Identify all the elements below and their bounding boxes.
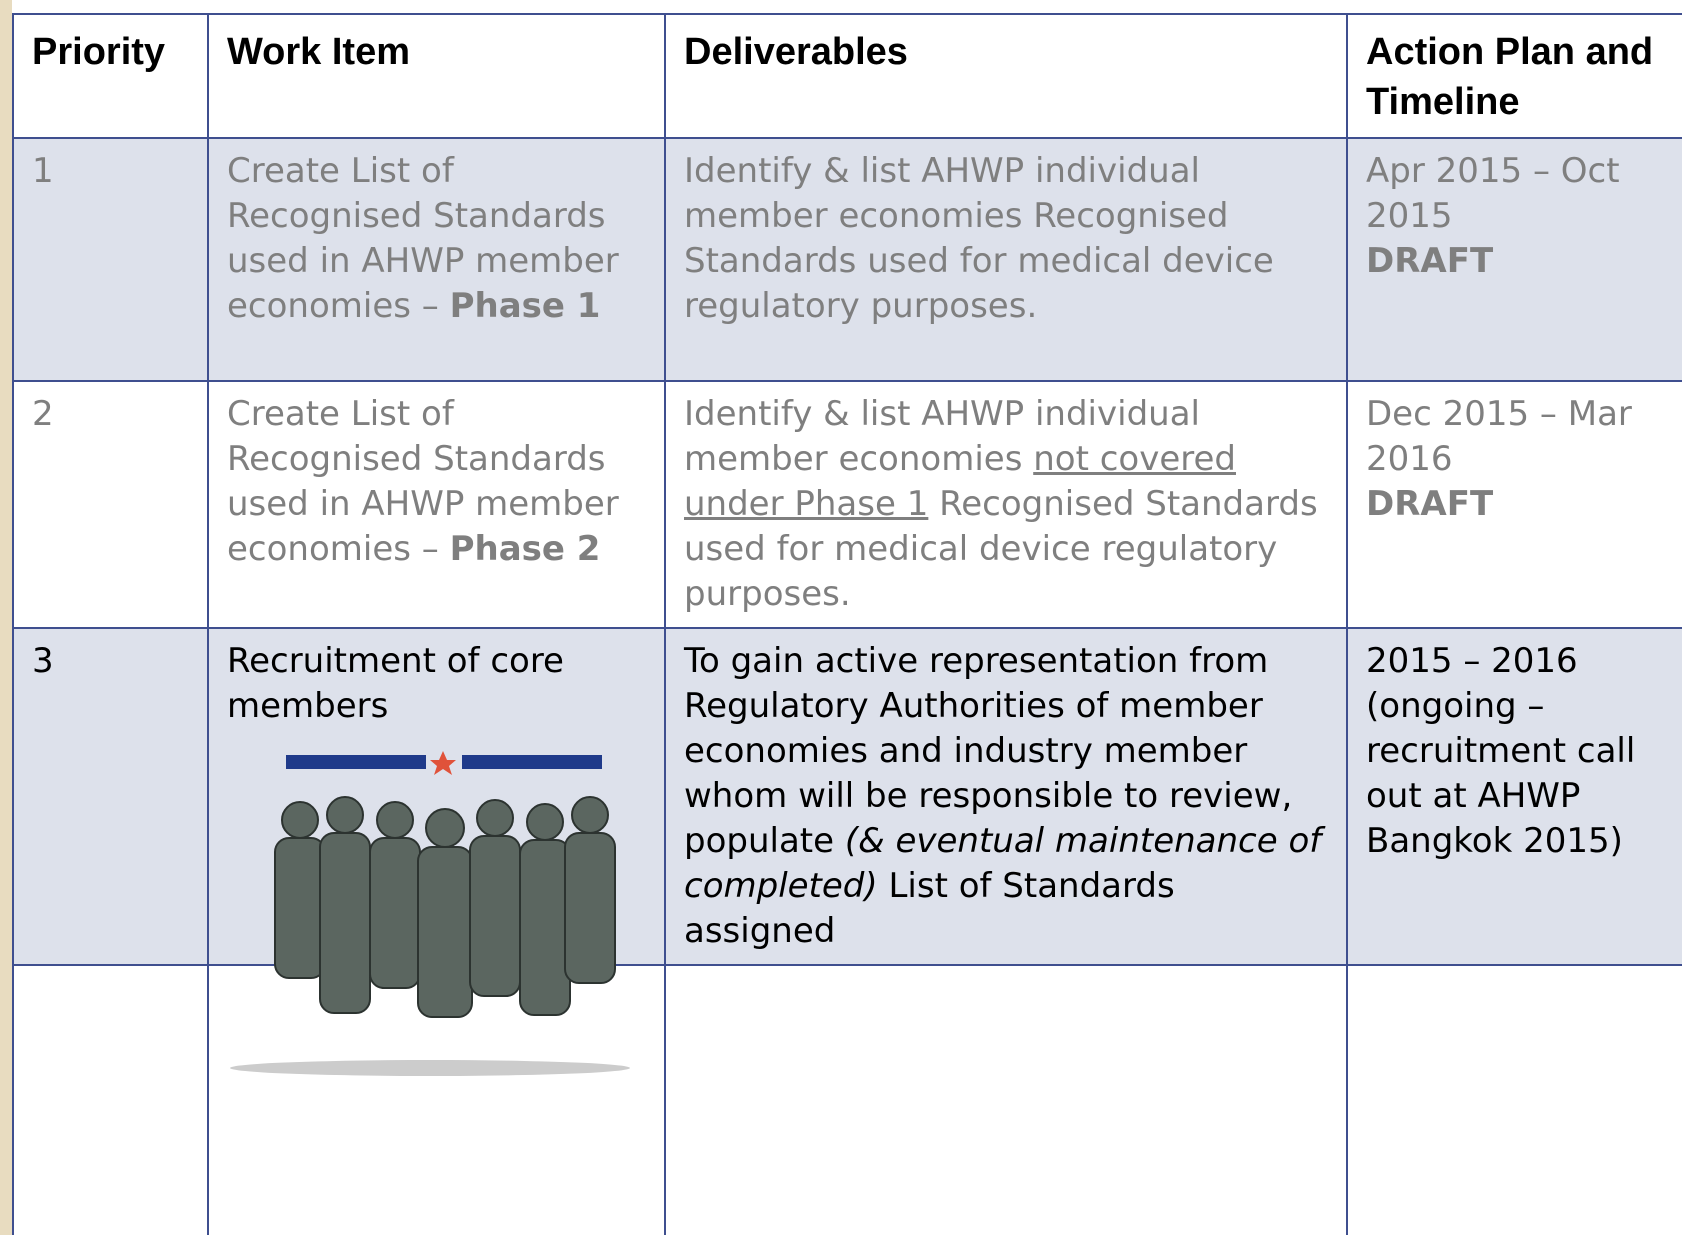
priority: 3	[12, 627, 209, 966]
work-item: Create List of Recognised Standards used…	[207, 137, 666, 382]
empty-cell	[12, 964, 209, 1235]
status: DRAFT	[1366, 241, 1494, 281]
priority: 1	[12, 137, 209, 382]
work-item-text: Create List of Recognised Standards used…	[227, 394, 619, 569]
dates: Dec 2015 – Mar 2016	[1366, 394, 1632, 479]
astronauts-photo	[230, 751, 630, 1076]
empty-row	[12, 964, 1682, 1235]
deliverables: Identify & list AHWP individual member e…	[664, 137, 1348, 382]
deliverables: Identify & list AHWP individual member e…	[664, 380, 1348, 629]
dates: 2015 – 2016 (ongoing – recruitment call …	[1366, 641, 1636, 861]
deliverables-text: Identify & list AHWP individual member e…	[684, 151, 1274, 326]
header-cell: Action Plan and Timeline	[1346, 13, 1682, 139]
phase: Phase 1	[449, 286, 601, 326]
underlined-text: not covered under Phase 1	[684, 439, 1236, 524]
dates: Apr 2015 – Oct 2015	[1366, 151, 1620, 236]
deliverables-text: Recognised Standards used for medical de…	[684, 484, 1318, 614]
italic-text: (& eventual maintenance of completed)	[684, 821, 1322, 906]
header-cell: Deliverables	[664, 13, 1348, 139]
timeline: Apr 2015 – Oct 2015 DRAFT	[1346, 137, 1682, 382]
header-cell: Work Item	[207, 13, 666, 139]
deliverables-text: List of Standards assigned	[684, 866, 1175, 951]
work-item-text: Create List of Recognised Standards used…	[227, 151, 619, 326]
table: Priority Work Item Deliverables Action P…	[12, 13, 1682, 1235]
phase: Phase 2	[449, 529, 601, 569]
timeline: 2015 – 2016 (ongoing – recruitment call …	[1346, 627, 1682, 966]
deliverables-text: Identify & list AHWP individual member e…	[684, 394, 1200, 479]
background-strip	[0, 0, 12, 1235]
work-item-text: Recruitment of core members	[227, 641, 564, 726]
empty-cell	[664, 964, 1348, 1235]
timeline: Dec 2015 – Mar 2016 DRAFT	[1346, 380, 1682, 629]
header-row: Priority Work Item Deliverables Action P…	[12, 13, 1682, 139]
row: 1 Create List of Recognised Standards us…	[12, 137, 1682, 382]
empty-cell	[1346, 964, 1682, 1235]
status: DRAFT	[1366, 484, 1494, 524]
deliverables: To gain active representation from Regul…	[664, 627, 1348, 966]
deliverables-text: To gain active representation from Regul…	[684, 641, 1293, 861]
priority: 2	[12, 380, 209, 629]
header-cell: Priority	[12, 13, 209, 139]
row: 2 Create List of Recognised Standards us…	[12, 380, 1682, 629]
work-item: Create List of Recognised Standards used…	[207, 380, 666, 629]
